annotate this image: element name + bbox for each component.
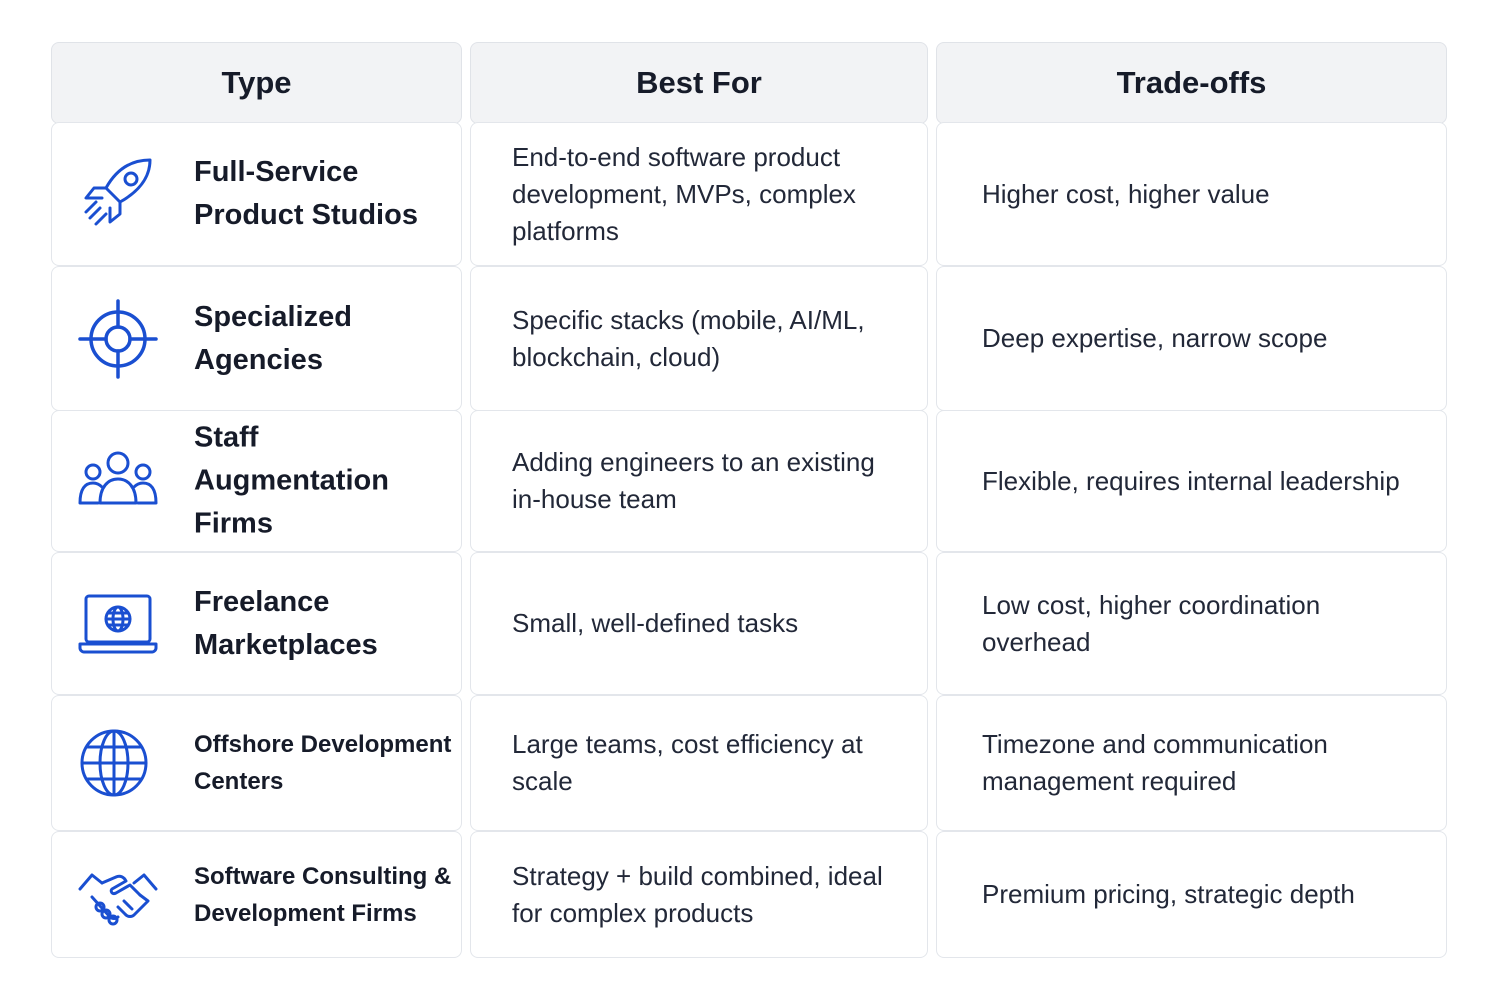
row-trade-offs-text: Timezone and communication management re… — [982, 729, 1328, 796]
row-trade-offs-cell: Premium pricing, strategic depth — [936, 831, 1447, 958]
row-type-label: Software Consulting & Development Firms — [194, 862, 452, 927]
header-trade-offs: Trade-offs — [936, 42, 1447, 124]
team-icon — [76, 439, 160, 523]
crosshair-icon — [76, 297, 160, 381]
rocket-icon — [76, 152, 160, 236]
globe-icon — [76, 721, 160, 805]
row-best-for-text: Small, well-defined tasks — [512, 608, 799, 638]
row-best-for-text: Adding engineers to an existing in-house… — [512, 447, 875, 514]
row-trade-offs-text: Flexible, requires internal leadership — [982, 465, 1400, 496]
table-row-type-cell: Specialized Agencies — [51, 266, 462, 411]
laptop-globe-icon — [76, 582, 160, 666]
row-best-for-cell: Small, well-defined tasks — [470, 552, 928, 695]
row-best-for-text: End-to-end software product development,… — [512, 141, 856, 246]
row-trade-offs-text: Low cost, higher coordination overhead — [982, 589, 1321, 657]
handshake-icon — [76, 853, 160, 937]
header-best-for: Best For — [470, 42, 928, 124]
row-trade-offs-text: Higher cost, higher value — [982, 178, 1270, 209]
row-best-for-cell: Specific stacks (mobile, AI/ML, blockcha… — [470, 266, 928, 411]
row-trade-offs-cell: Flexible, requires internal leadership — [936, 410, 1447, 552]
row-best-for-cell: Strategy + build combined, ideal for com… — [470, 831, 928, 958]
table-row-type-cell: Software Consulting & Development Firms — [51, 831, 462, 958]
row-best-for-cell: Adding engineers to an existing in-house… — [470, 410, 928, 552]
row-trade-offs-cell: Timezone and communication management re… — [936, 695, 1447, 831]
row-best-for-text: Strategy + build combined, ideal for com… — [512, 860, 883, 928]
row-type-label: Staff Augmentation Firms — [194, 421, 389, 540]
table-row-type-cell: Offshore Development Centers — [51, 695, 462, 831]
row-trade-offs-cell: Higher cost, higher value — [936, 122, 1447, 266]
row-best-for-text: Specific stacks (mobile, AI/ML, blockcha… — [512, 304, 865, 372]
row-best-for-cell: End-to-end software product development,… — [470, 122, 928, 266]
row-best-for-cell: Large teams, cost efficiency at scale — [470, 695, 928, 831]
header-trade-offs-label: Trade-offs — [1116, 65, 1267, 100]
row-type-label: Freelance Marketplaces — [194, 585, 378, 661]
table-row-type-cell: Freelance Marketplaces — [51, 552, 462, 695]
table-row-type-cell: Staff Augmentation Firms — [51, 410, 462, 552]
header-type: Type — [51, 42, 462, 124]
row-trade-offs-cell: Deep expertise, narrow scope — [936, 266, 1447, 411]
row-type-label: Offshore Development Centers — [194, 731, 452, 795]
row-trade-offs-text: Premium pricing, strategic depth — [982, 879, 1355, 909]
row-best-for-text: Large teams, cost efficiency at scale — [512, 729, 863, 796]
row-type-label: Full-Service Product Studios — [194, 156, 418, 231]
header-best-for-label: Best For — [636, 65, 762, 100]
row-type-label: Specialized Agencies — [194, 300, 352, 376]
row-trade-offs-cell: Low cost, higher coordination overhead — [936, 552, 1447, 695]
table-row-type-cell: Full-Service Product Studios — [51, 122, 462, 266]
header-type-label: Type — [221, 65, 292, 100]
row-trade-offs-text: Deep expertise, narrow scope — [982, 323, 1328, 353]
